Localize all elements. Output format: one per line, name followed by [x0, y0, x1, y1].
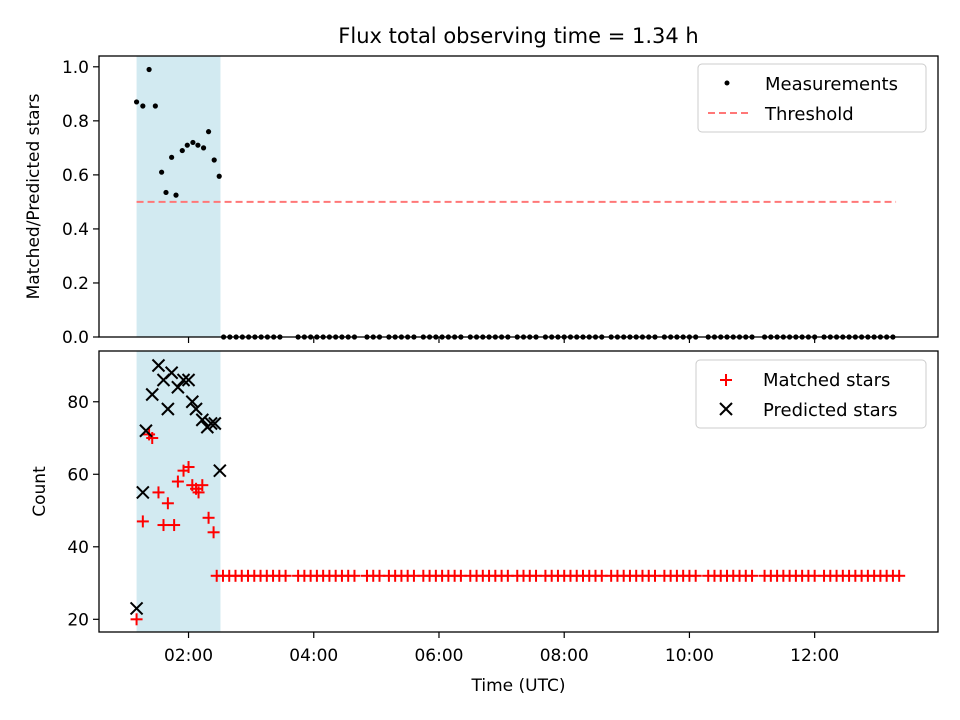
measurement-point — [140, 103, 146, 109]
matched-star-point — [171, 475, 184, 488]
measurement-point — [200, 145, 207, 151]
predicted-star-point — [139, 424, 153, 438]
matched-star-point — [157, 519, 170, 532]
y-tick-label: 60 — [67, 465, 89, 485]
y-tick-label: 0.8 — [62, 112, 89, 132]
shaded-span-rect — [136, 56, 221, 337]
predicted-star-point — [208, 416, 222, 431]
measurement-point — [169, 154, 175, 160]
legend-matched-marker — [720, 374, 732, 386]
bottom-x-ticks: 02:00 04:00 06:00 08:00 10:00 12:00 — [164, 632, 839, 666]
bottom-legend: Matched stars Predicted stars — [695, 359, 927, 429]
count-points — [129, 358, 906, 626]
measurement-point — [195, 142, 201, 148]
y-tick-label: 0.0 — [62, 328, 89, 348]
predicted-star-point — [129, 601, 144, 616]
top-x-ticks — [187, 337, 816, 343]
measurement-point — [163, 189, 169, 196]
measurement-point — [184, 142, 190, 148]
bottom-y-ticks: 20 40 60 80 — [67, 393, 99, 630]
measurement-point — [146, 66, 152, 73]
y-tick-label: 0.6 — [62, 166, 89, 186]
predicted-star-point — [171, 380, 185, 394]
matched-star-point — [161, 497, 174, 510]
top-y-axis-label: Matched/Predicted stars — [24, 93, 44, 299]
predicted-star-point — [136, 485, 150, 500]
predicted-star-point — [213, 463, 227, 478]
measurement-point — [205, 129, 212, 135]
matched-star-point — [207, 526, 220, 539]
measurement-point — [216, 173, 222, 179]
y-tick-label: 20 — [67, 610, 89, 630]
bottom-legend-box — [695, 359, 927, 429]
matched-star-point — [146, 432, 159, 445]
legend-measurements-label: Measurements — [765, 74, 898, 95]
x-axis-label: Time (UTC) — [471, 676, 566, 696]
predicted-star-point — [204, 416, 218, 431]
matched-star-point — [192, 486, 205, 499]
predicted-star-point — [176, 373, 191, 387]
bottom-shaded-span — [136, 351, 221, 632]
predicted-star-point — [164, 366, 179, 380]
top-y-ticks: 0.0 0.2 0.4 0.6 0.8 1.0 — [62, 58, 99, 348]
x-tick-label: 02:00 — [164, 646, 213, 666]
predicted-star-point — [189, 402, 203, 416]
predicted-star-point — [181, 373, 196, 387]
matched-star-point — [202, 511, 215, 524]
predicted-star-point — [145, 387, 159, 402]
legend-predicted-label: Predicted stars — [763, 400, 897, 421]
measurement-point — [152, 103, 158, 109]
matched-star-point — [168, 519, 181, 532]
matched-star-point — [196, 479, 209, 492]
top-legend: Measurements Threshold — [697, 63, 927, 133]
chart-title: Flux total observing time = 1.34 h — [338, 24, 698, 48]
legend-measurements-marker — [724, 80, 730, 86]
matched-star-point-baseline — [746, 569, 759, 582]
legend-predicted-marker — [719, 402, 733, 416]
bottom-y-axis-label: Count — [30, 466, 50, 517]
measurement-point — [211, 157, 217, 163]
matched-star-point — [136, 515, 149, 528]
shaded-span-rect — [136, 351, 221, 632]
panel-ratio: 0.0 0.2 0.4 0.6 0.8 1.0 Matched/Predicted sta… — [24, 55, 939, 348]
matched-star-point-baseline — [893, 569, 906, 582]
x-tick-label: 08:00 — [540, 646, 589, 666]
y-tick-label: 80 — [67, 393, 89, 413]
measurement-point — [173, 192, 179, 198]
predicted-star-point — [185, 395, 199, 409]
x-tick-label: 04:00 — [289, 646, 338, 666]
measurement-point — [133, 99, 140, 105]
matched-star-point — [130, 613, 143, 626]
x-tick-label: 12:00 — [790, 646, 839, 666]
measurement-point — [190, 139, 196, 146]
x-tick-label: 10:00 — [665, 646, 714, 666]
matched-star-point-baseline — [279, 569, 292, 582]
predicted-star-point — [151, 358, 166, 373]
matched-star-point-baseline — [689, 569, 702, 582]
predicted-star-point — [161, 402, 175, 416]
y-tick-label: 0.2 — [62, 274, 89, 294]
top-legend-box — [697, 63, 927, 133]
bottom-plot-frame — [98, 350, 939, 633]
x-tick-label: 06:00 — [414, 646, 463, 666]
predicted-star-point — [195, 413, 210, 427]
matched-star-point — [182, 461, 195, 474]
measurement-point — [179, 147, 185, 154]
matched-star-point-baseline — [348, 569, 361, 582]
matched-star-point — [152, 486, 165, 499]
y-tick-label: 1.0 — [62, 58, 89, 78]
legend-matched-label: Matched stars — [763, 370, 890, 391]
measurement-point — [159, 169, 165, 175]
top-plot-frame — [98, 55, 939, 338]
top-shaded-span — [136, 56, 221, 337]
legend-threshold-label: Threshold — [764, 104, 854, 125]
y-tick-label: 0.4 — [62, 220, 89, 240]
measurement-points — [133, 66, 896, 340]
y-tick-label: 40 — [67, 538, 89, 558]
